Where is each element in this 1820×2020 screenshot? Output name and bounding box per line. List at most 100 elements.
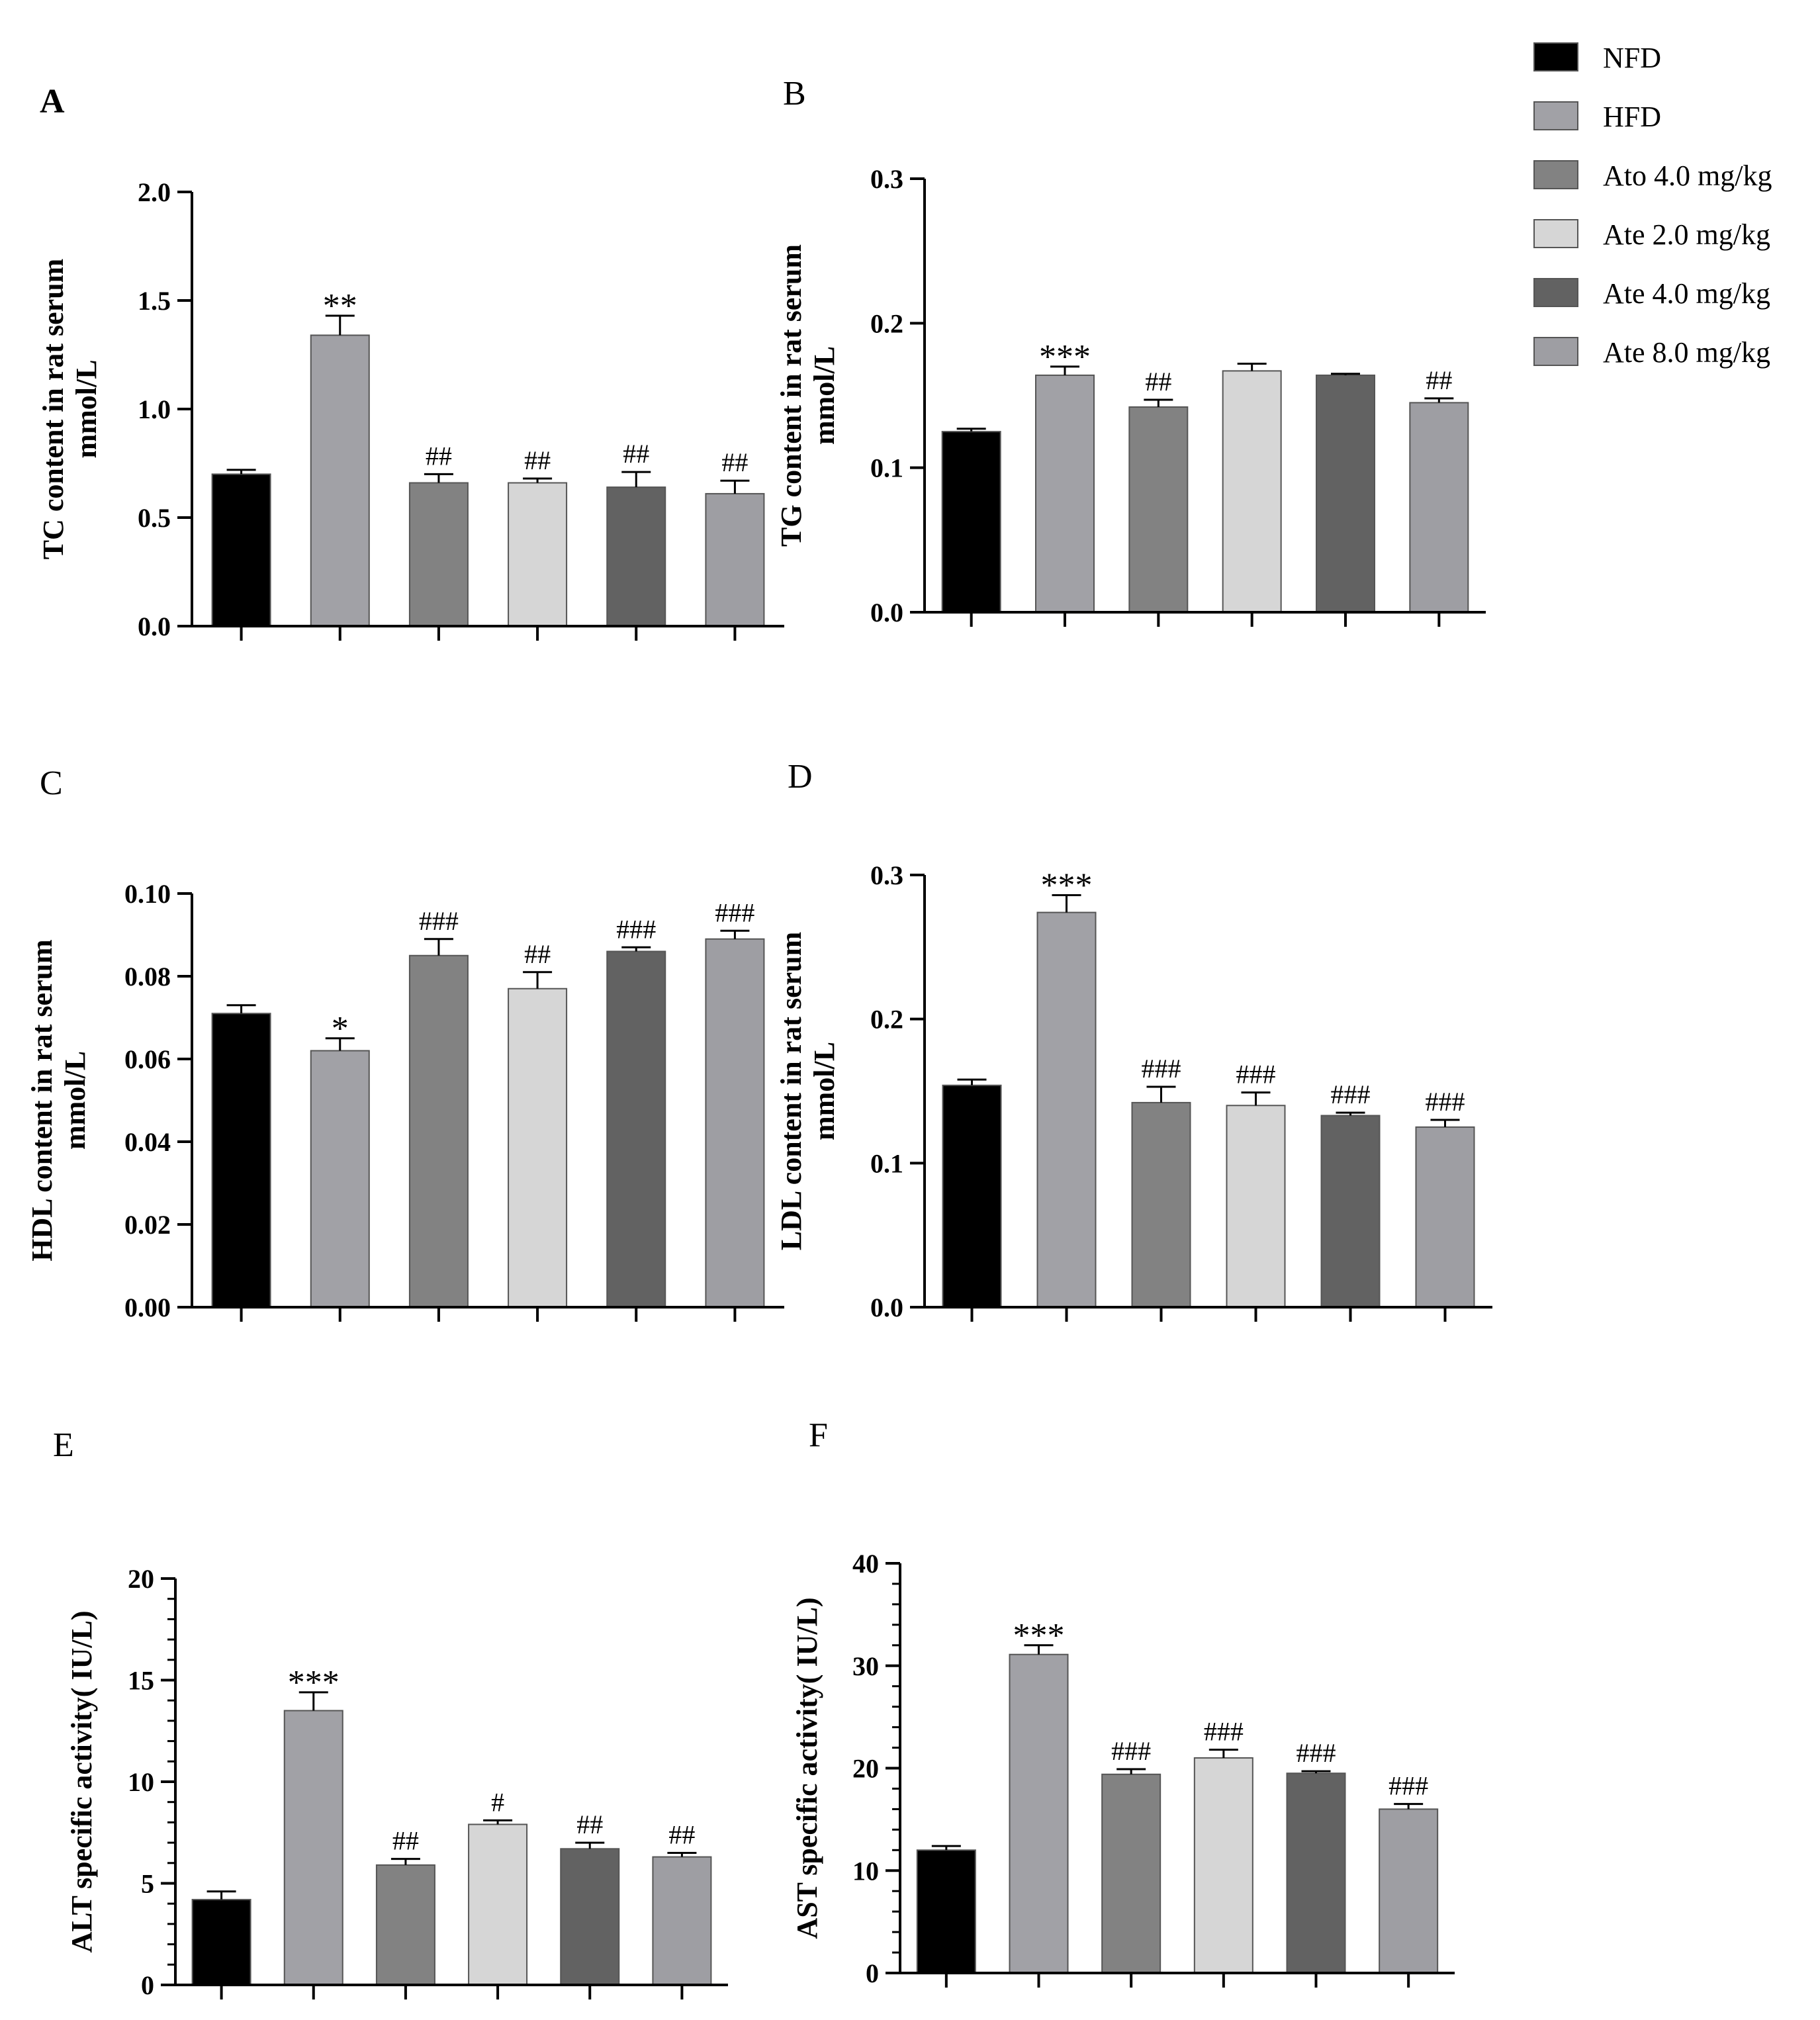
y-tick-label: 10 bbox=[128, 1767, 154, 1797]
panel-letter: A bbox=[40, 83, 65, 120]
bar bbox=[941, 431, 1001, 613]
y-tick-label: 0.10 bbox=[124, 879, 171, 909]
significance-label: ## bbox=[623, 439, 649, 469]
y-tick-label: 30 bbox=[852, 1651, 879, 1681]
significance-label: ## bbox=[1426, 365, 1452, 395]
y-tick-label: 20 bbox=[128, 1564, 154, 1594]
y-tick-label: 0.00 bbox=[124, 1293, 171, 1322]
y-tick-label: 0.3 bbox=[870, 164, 903, 194]
legend-swatch bbox=[1533, 160, 1578, 189]
y-tick-label: 0.02 bbox=[124, 1210, 171, 1240]
bar bbox=[942, 1084, 1002, 1308]
y-tick-label: 5 bbox=[141, 1869, 154, 1899]
y-axis-label-line: mmol/L bbox=[808, 346, 841, 445]
bar bbox=[1036, 911, 1097, 1308]
significance-label: # bbox=[491, 1787, 504, 1817]
chart-panel-a: A ** ## ## ## ## 0.0 0.5 1.0 1.5 2.0 TC content in … bbox=[37, 83, 784, 641]
bar bbox=[606, 486, 666, 627]
y-tick-label: 0 bbox=[866, 1958, 879, 1988]
bar bbox=[606, 950, 666, 1308]
panel-letter: F bbox=[809, 1416, 828, 1454]
y-tick-label: 1.5 bbox=[138, 286, 171, 316]
y-axis-label: AST specific activity( IU/L) bbox=[791, 1597, 823, 1939]
bar bbox=[211, 473, 271, 627]
significance-label: ### bbox=[616, 914, 656, 944]
panel-letter: E bbox=[53, 1426, 74, 1464]
y-tick-label: 0.5 bbox=[138, 503, 171, 533]
significance-label: *** bbox=[1041, 866, 1093, 904]
legend-label: Ate 8.0 mg/kg bbox=[1603, 336, 1770, 369]
significance-label: ### bbox=[419, 906, 459, 936]
legend-swatch bbox=[1533, 337, 1578, 366]
y-axis-label: ALT specific activity( IU/L) bbox=[66, 1611, 98, 1953]
significance-label: *** bbox=[1039, 338, 1091, 376]
bar bbox=[211, 1013, 271, 1308]
y-axis-label: TG content in rat serum mmol/L bbox=[775, 244, 841, 547]
y-axis-label-line: mmol/L bbox=[70, 359, 103, 458]
y-tick-label: 0.0 bbox=[870, 1293, 903, 1322]
legend-entry: Ato 4.0 mg/kg bbox=[1533, 160, 1772, 192]
bar bbox=[1286, 1772, 1346, 1974]
y-axis-label-line: mmol/L bbox=[59, 1051, 91, 1150]
significance-label: ** bbox=[323, 287, 357, 325]
chart-panel-f: F *** ### ### ### ### 0 10 20 30 40 AST specific ac… bbox=[791, 1416, 1455, 1988]
legend-swatch bbox=[1533, 278, 1578, 307]
significance-label: ### bbox=[1426, 1087, 1465, 1117]
significance-label: ## bbox=[1145, 367, 1171, 396]
bar bbox=[1101, 1773, 1161, 1974]
y-tick-label: 0.2 bbox=[870, 1005, 903, 1034]
bar bbox=[1193, 1757, 1253, 1974]
y-tick-label: 0.04 bbox=[124, 1127, 171, 1157]
legend-label: Ate 2.0 mg/kg bbox=[1603, 218, 1770, 251]
bar bbox=[1009, 1653, 1069, 1974]
y-tick-label: 1.0 bbox=[138, 394, 171, 424]
y-tick-label: 0 bbox=[141, 1970, 154, 2000]
significance-label: ## bbox=[524, 939, 551, 969]
significance-label: ### bbox=[1142, 1054, 1181, 1083]
panel-letter: C bbox=[40, 764, 63, 802]
y-tick-label: 0.0 bbox=[138, 612, 171, 641]
significance-label: ## bbox=[721, 447, 748, 477]
y-tick-label: 0.1 bbox=[870, 1148, 903, 1178]
significance-label: ### bbox=[1297, 1738, 1336, 1768]
chart-panel-c: C*###########0.000.020.040.060.080.10HDL… bbox=[26, 764, 784, 1322]
y-tick-label: 0.3 bbox=[870, 860, 903, 890]
y-tick-label: 40 bbox=[852, 1549, 879, 1579]
panel-letter: B bbox=[783, 75, 806, 113]
significance-label: ## bbox=[524, 445, 551, 475]
bar bbox=[1379, 1808, 1439, 1974]
chart-panel-d: D *** ### ### ### ### 0.0 0.1 0.2 0.3 LDL content … bbox=[775, 758, 1492, 1322]
y-tick-label: 0.2 bbox=[870, 308, 903, 338]
y-axis-label: HDL content in rat serum mmol/L bbox=[26, 939, 91, 1261]
bar bbox=[508, 987, 568, 1308]
y-axis-label-line: TG content in rat serum bbox=[775, 244, 807, 547]
y-axis-label-line: mmol/L bbox=[808, 1042, 841, 1140]
bar bbox=[1415, 1126, 1475, 1308]
y-tick-label: 10 bbox=[852, 1856, 879, 1886]
y-tick-label: 15 bbox=[128, 1666, 154, 1696]
bar bbox=[283, 1710, 343, 1986]
legend-entry: HFD bbox=[1533, 101, 1661, 133]
significance-label: ### bbox=[1111, 1736, 1151, 1766]
bar bbox=[1131, 1101, 1191, 1308]
legend-entry: Ate 2.0 mg/kg bbox=[1533, 218, 1770, 251]
legend-swatch bbox=[1533, 101, 1578, 130]
y-axis-label-line: TC content in rat serum bbox=[37, 259, 69, 560]
legend-label: HFD bbox=[1603, 101, 1661, 133]
bar bbox=[652, 1856, 712, 1986]
significance-label: ## bbox=[576, 1810, 603, 1839]
legend-label: NFD bbox=[1603, 42, 1661, 74]
legend: NFD HFD Ato 4.0 mg/kg Ate 2.0 mg/kg Ate 4.0 … bbox=[1533, 42, 1772, 369]
bar bbox=[1409, 402, 1469, 614]
y-tick-label: 0.1 bbox=[870, 453, 903, 483]
bar bbox=[705, 938, 765, 1308]
chart-panel-b: B *** ## ## 0.0 0.1 0.2 0.3 TG content in rat se… bbox=[775, 75, 1486, 627]
bar bbox=[705, 492, 765, 627]
bar bbox=[916, 1849, 976, 1974]
significance-label: *** bbox=[1013, 1617, 1065, 1655]
y-axis-label: TC content in rat serum mmol/L bbox=[37, 259, 103, 560]
bar bbox=[468, 1823, 528, 1986]
y-axis-label-line: HDL content in rat serum bbox=[26, 939, 58, 1261]
